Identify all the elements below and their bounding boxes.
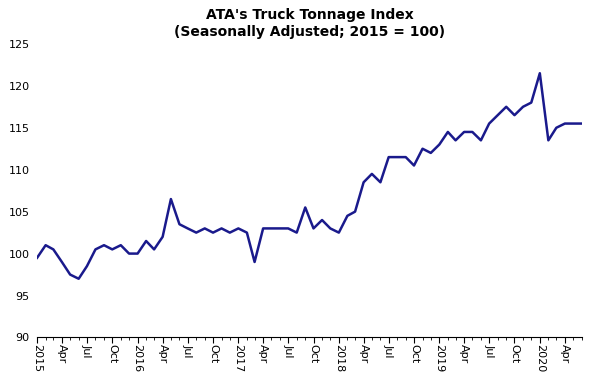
Title: ATA's Truck Tonnage Index
(Seasonally Adjusted; 2015 = 100): ATA's Truck Tonnage Index (Seasonally Ad… bbox=[174, 8, 445, 38]
